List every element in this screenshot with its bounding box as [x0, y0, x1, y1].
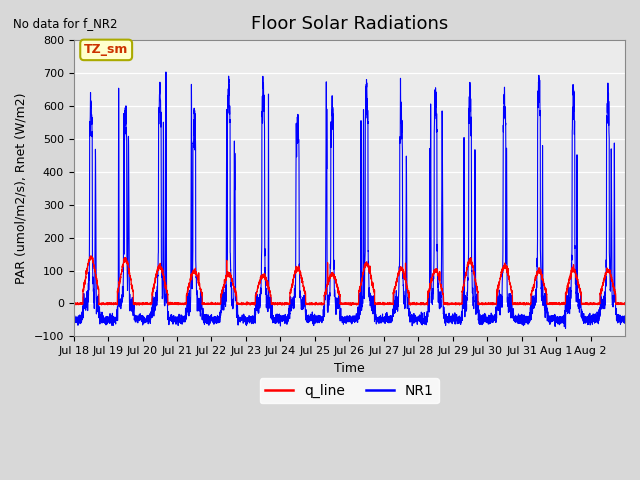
- q_line: [621, 300, 629, 306]
- NR1: [562, 325, 570, 331]
- Text: TZ_sm: TZ_sm: [84, 43, 129, 57]
- NR1: [621, 313, 629, 319]
- q_line: [542, 286, 550, 291]
- q_line: [87, 253, 95, 259]
- q_line: [501, 260, 509, 266]
- q_line: [184, 287, 192, 292]
- NR1: [542, 294, 550, 300]
- q_line: [370, 287, 378, 292]
- X-axis label: Time: Time: [334, 361, 365, 374]
- q_line: [399, 271, 407, 276]
- Y-axis label: PAR (umol/m2/s), Rnet (W/m2): PAR (umol/m2/s), Rnet (W/m2): [15, 93, 28, 284]
- NR1: [399, 282, 407, 288]
- Line: NR1: NR1: [74, 72, 625, 328]
- NR1: [162, 69, 170, 75]
- Line: q_line: q_line: [74, 256, 625, 305]
- Title: Floor Solar Radiations: Floor Solar Radiations: [251, 15, 448, 33]
- NR1: [70, 315, 77, 321]
- q_line: [70, 300, 77, 306]
- NR1: [184, 298, 192, 303]
- q_line: [528, 288, 536, 293]
- Text: No data for f_NR2: No data for f_NR2: [13, 17, 117, 30]
- NR1: [528, 295, 536, 301]
- Legend: q_line, NR1: q_line, NR1: [260, 378, 439, 404]
- NR1: [500, 94, 508, 99]
- NR1: [370, 293, 378, 299]
- q_line: [133, 302, 141, 308]
